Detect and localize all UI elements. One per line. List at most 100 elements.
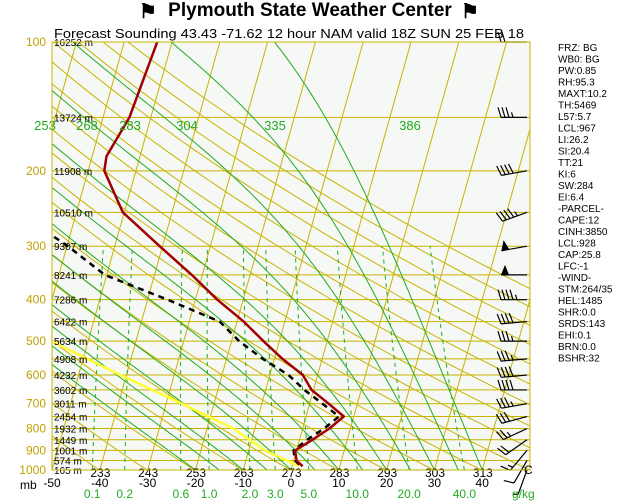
wind-barb-full: [500, 397, 506, 408]
wind-barb-staff: [501, 320, 528, 325]
temperature-tick-label: -40: [91, 476, 109, 490]
mixing-ratio-label: 3.0: [267, 487, 284, 501]
isotherm-line: [99, 42, 221, 470]
dry-adiabat-label: 243: [138, 466, 158, 480]
mixing-ratio-label: 10.0: [346, 487, 370, 501]
flag-left-icon: ⚑: [139, 1, 157, 23]
index-line: CINH:3850: [558, 227, 608, 238]
theta-e-label: 304: [176, 118, 198, 133]
dry-adiabat-line: [127, 42, 530, 290]
wind-barb-staff: [502, 211, 528, 222]
wind-barb-full: [504, 164, 510, 175]
height-label: 4908 m: [54, 355, 87, 366]
pressure-tick-label: 600: [26, 368, 46, 382]
temperature-tick-label: 30: [428, 476, 442, 490]
dry-adiabat-line: [52, 83, 530, 385]
wind-barb: [496, 397, 528, 409]
index-line: HEL:1485: [558, 296, 603, 307]
height-label: 5634 m: [54, 337, 87, 348]
moist-adiabat-line: [52, 253, 316, 470]
mixing-ratio-label: 0.1: [84, 487, 101, 501]
dry-adiabat-line: [52, 227, 434, 470]
index-line: LCL:928: [558, 239, 596, 250]
wind-barb-full: [496, 165, 502, 176]
wind-barb-full: [509, 379, 514, 391]
mixing-ratio-line: [206, 246, 210, 470]
wind-barb-full: [497, 447, 507, 456]
wind-barb: [497, 330, 527, 342]
mixing-ratio-label: 2.0: [242, 487, 259, 501]
dry-adiabat-label: 233: [90, 466, 110, 480]
mixing-ratio-line: [294, 246, 310, 470]
wind-barb-staff: [501, 358, 528, 362]
wind-barb-full: [500, 445, 510, 453]
wind-barb-full: [507, 208, 515, 218]
moist-adiabat-line: [52, 325, 244, 470]
index-line: TT:21: [558, 158, 583, 169]
moist-adiabat-line: [52, 345, 220, 470]
pressure-tick-label: 200: [26, 164, 46, 178]
temperature-tick-label: 40: [476, 476, 490, 490]
moist-adiabat-line: [274, 42, 483, 470]
wind-barb-full: [497, 330, 502, 342]
dry-adiabat-label: 263: [234, 466, 254, 480]
height-label: 4232 m: [54, 371, 87, 382]
wind-barb-full: [508, 366, 514, 377]
dry-adiabat-line: [52, 402, 148, 470]
wind-barb-full: [507, 163, 514, 174]
height-label: 13724 m: [54, 113, 93, 124]
dry-adiabat-label: 253: [186, 466, 206, 480]
dry-adiabat-label: 283: [329, 466, 349, 480]
index-line: STM:264/35: [558, 285, 613, 296]
height-label: 6422 m: [54, 318, 87, 329]
wind-barb-half: [510, 401, 514, 407]
mixing-ratio-line: [124, 246, 133, 470]
pressure-tick-label: 400: [26, 293, 46, 307]
moist-adiabat-line: [52, 89, 411, 470]
moist-adiabat-line: [72, 42, 435, 470]
wind-barb-staff: [501, 415, 528, 424]
height-label: 16252 m: [54, 38, 93, 49]
moist-adiabat-line: [52, 143, 388, 470]
title-group: ⚑ Plymouth State Weather Center ⚑: [139, 0, 479, 23]
wind-barb-full: [501, 289, 506, 300]
pressure-tick-label: 100: [26, 35, 46, 49]
mixing-ratio-label: 0.2: [116, 487, 133, 501]
mixing-ratio-line: [243, 246, 251, 470]
moist-adiabat-line: [170, 42, 459, 470]
wind-barb-full: [503, 479, 515, 484]
wind-barb-full: [504, 397, 510, 408]
index-line: MAXT:10.2: [558, 89, 607, 100]
wind-barb-staff: [505, 439, 528, 456]
wind-barb: [497, 379, 527, 391]
temperature-tick-label: -50: [43, 476, 61, 490]
dry-adiabat-line: [52, 370, 195, 470]
height-label: 1932 m: [54, 425, 87, 436]
index-line: -WIND-: [558, 273, 591, 284]
chart-subtitle: Forecast Sounding 43.43 -71.62 12 hour N…: [54, 26, 524, 41]
isotherm-line: [52, 42, 125, 302]
wind-barb: [497, 289, 527, 301]
height-label: 165 m: [54, 466, 82, 477]
mixing-ratio-line: [91, 246, 104, 470]
wind-barb-half: [514, 294, 518, 300]
wind-barb-staff: [503, 427, 528, 441]
wind-barb-full: [509, 289, 514, 300]
pressure-tick-label: 1000: [19, 463, 46, 477]
dry-adiabat-label: 273: [282, 466, 302, 480]
mixing-ratio-line: [381, 246, 410, 470]
index-line: TH:5469: [558, 101, 597, 112]
isotherm-line: [147, 42, 269, 470]
wind-barb-full: [500, 350, 506, 362]
wind-barb-full: [497, 379, 502, 391]
height-label: 7286 m: [54, 296, 87, 307]
height-label: 8241 m: [54, 271, 87, 282]
dry-adiabat-line: [52, 435, 100, 470]
dry-adiabat-line: [102, 42, 530, 308]
dry-adiabat-line: [52, 176, 530, 470]
wind-barb-staff: [501, 170, 528, 176]
mixing-ratio-label: 20.0: [397, 487, 421, 501]
index-line: PW:0.85: [558, 66, 597, 77]
